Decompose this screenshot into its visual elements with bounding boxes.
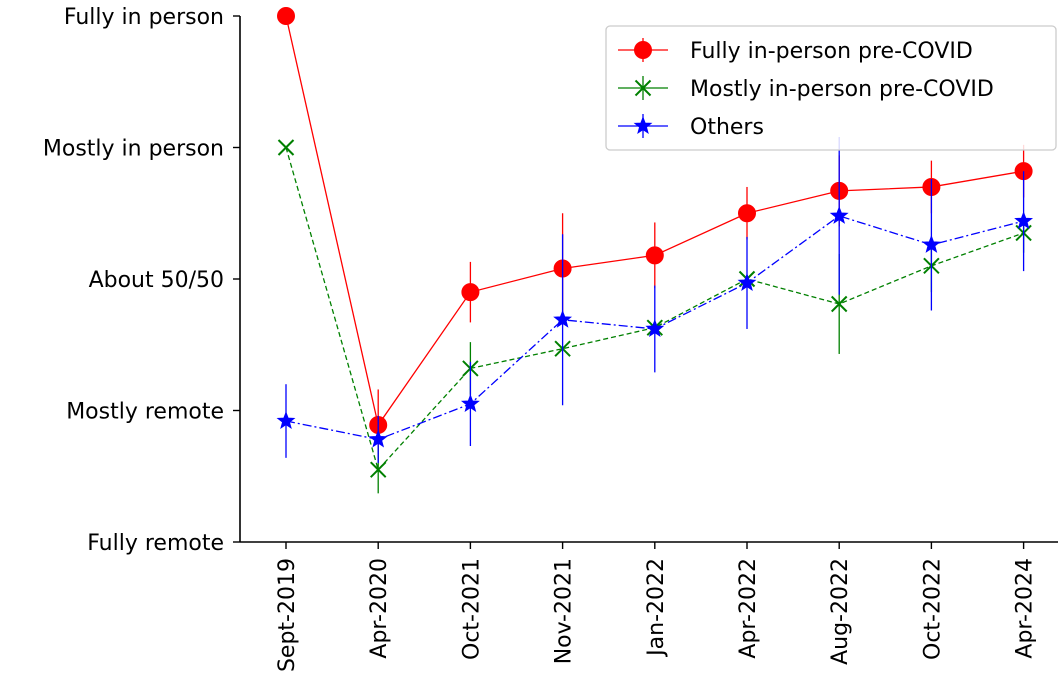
data-point-mostly-in-person-pre-covid bbox=[830, 295, 848, 313]
x-tick-label-nov-2021: Nov-2021 bbox=[552, 558, 577, 664]
data-point-others bbox=[645, 319, 665, 337]
x-tick-label-apr-2020: Apr-2020 bbox=[367, 558, 392, 659]
legend-entry-fully-in-person-pre-covid: Fully in-person pre-COVID bbox=[618, 38, 973, 64]
series-layer bbox=[276, 7, 1034, 494]
legend-marker-fully-in-person-pre-covid bbox=[634, 41, 652, 59]
legend-label-mostly-in-person-pre-covid: Mostly in-person pre-COVID bbox=[690, 77, 994, 102]
legend-marker-mostly-in-person-pre-covid bbox=[634, 79, 652, 97]
y-axis-ticks: Fully remote Mostly remote About 50/50 Most… bbox=[43, 5, 240, 556]
data-point-others bbox=[276, 411, 296, 430]
data-point-others bbox=[921, 234, 941, 253]
x-tick-label-oct-2022: Oct-2022 bbox=[920, 558, 945, 660]
y-tick-label-mostly-in-person: Mostly in person bbox=[43, 137, 224, 162]
data-point-mostly-in-person-pre-covid-stroke bbox=[369, 461, 387, 478]
legend-label-others: Others bbox=[690, 115, 764, 140]
y-tick-label-mostly-remote: Mostly remote bbox=[66, 400, 224, 425]
data-point-mostly-in-person-pre-covid-stroke bbox=[277, 139, 295, 156]
legend: Fully in-person pre-COVID Mostly in-perso… bbox=[605, 25, 1057, 151]
data-point-fully-in-person-pre-covid bbox=[461, 283, 480, 302]
data-point-others bbox=[460, 394, 480, 412]
x-axis-ticks: Sept-2019 Apr-2020 Oct-2021 Nov-2021 Jan-202… bbox=[275, 542, 1038, 672]
x-tick-label-apr-2022: Apr-2022 bbox=[736, 558, 761, 659]
data-point-fully-in-person-pre-covid bbox=[645, 246, 664, 265]
x-tick-label-apr-2024: Apr-2024 bbox=[1013, 558, 1038, 659]
legend-marker-others bbox=[633, 116, 653, 135]
data-point-mostly-in-person-pre-covid-stroke bbox=[830, 295, 848, 313]
series-fully-in-person-pre-covid bbox=[277, 7, 1033, 461]
y-tick-label-about-50-50: About 50/50 bbox=[89, 268, 224, 293]
x-tick-label-jan-2022: Jan-2022 bbox=[644, 558, 669, 658]
y-tick-label-fully-in-person: Fully in person bbox=[64, 5, 224, 30]
x-tick-label-oct-2021: Oct-2021 bbox=[459, 558, 484, 660]
data-point-others bbox=[1014, 211, 1034, 230]
legend-entry-others: Others bbox=[618, 114, 764, 140]
series-others bbox=[276, 136, 1034, 464]
legend-box bbox=[605, 25, 1057, 151]
data-point-others bbox=[737, 273, 757, 291]
x-tick-label-aug-2022: Aug-2022 bbox=[828, 558, 853, 665]
data-point-fully-in-person-pre-covid bbox=[738, 204, 756, 223]
legend-entries: Fully in-person pre-COVID Mostly in-perso… bbox=[618, 38, 994, 140]
y-tick-label-fully-remote: Fully remote bbox=[87, 531, 224, 556]
data-point-others bbox=[829, 205, 849, 224]
x-tick-label-sept-2019: Sept-2019 bbox=[275, 558, 300, 672]
legend-label-fully-in-person-pre-covid: Fully in-person pre-COVID bbox=[690, 39, 973, 64]
data-point-others bbox=[368, 429, 388, 448]
data-point-mostly-in-person-pre-covid bbox=[277, 139, 295, 156]
data-point-others bbox=[553, 309, 573, 328]
legend-marker-mostly-in-person-pre-covid-stroke bbox=[634, 79, 652, 97]
data-point-fully-in-person-pre-covid bbox=[277, 7, 295, 25]
legend-entry-mostly-in-person-pre-covid: Mostly in-person pre-COVID bbox=[618, 76, 994, 102]
data-point-mostly-in-person-pre-covid bbox=[369, 461, 387, 478]
